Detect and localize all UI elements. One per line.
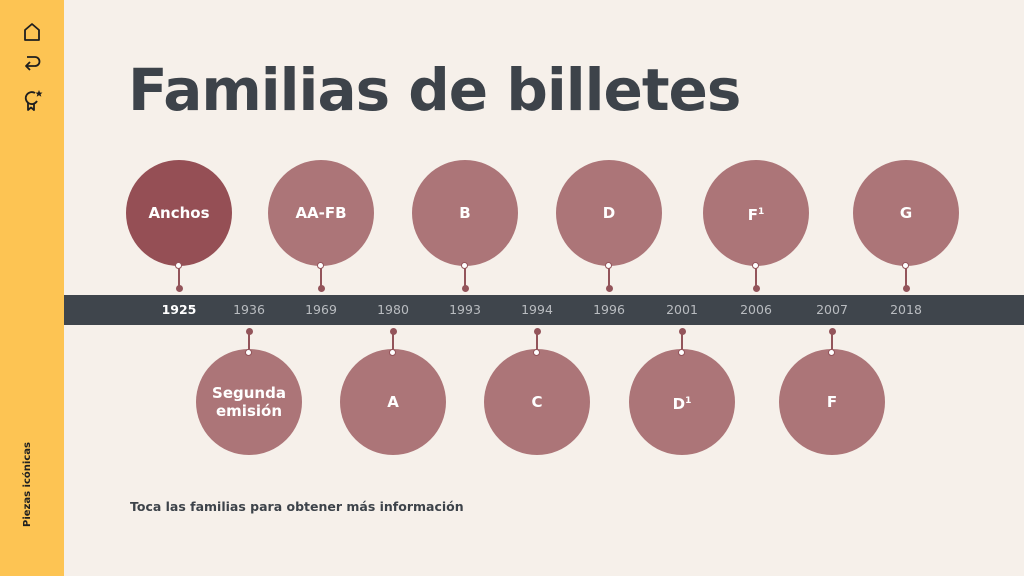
family-node[interactable]: D1 [629,349,735,455]
section-label: Piezas icónicas [22,442,33,527]
connector-dot [752,285,760,292]
connector-line [392,332,394,352]
family-label: F [827,393,837,411]
family-node[interactable]: B [412,160,518,266]
family-label: A [387,393,399,411]
family-label: Segunda emisión [212,384,286,420]
connector-ring [828,349,835,356]
family-node[interactable]: A [340,349,446,455]
back-icon[interactable] [20,52,44,76]
family-label-line: Segunda [212,384,286,402]
timeline-year: 2018 [890,302,922,317]
connector-dot [828,328,836,335]
family-node[interactable]: AA-FB [268,160,374,266]
connector-ring [175,262,182,269]
family-name: C [531,393,543,411]
family-node[interactable]: Anchos [126,160,232,266]
family-superscript: 1 [757,206,765,217]
timeline-bar: 1925 1936 1969 1980 1993 1994 1996 2001 2006 2007… [64,295,1024,325]
connector-dot [245,328,253,335]
family-label: D1 [673,392,692,413]
family-node[interactable]: F1 [703,160,809,266]
family-name: D [672,394,686,413]
family-label: B [459,204,470,222]
family-name: F [747,205,758,224]
connector-ring [317,262,324,269]
timeline-year: 2006 [740,302,772,317]
connector-dot [317,285,325,292]
family-node[interactable]: F [779,349,885,455]
family-node[interactable]: D [556,160,662,266]
family-label-line: emisión [216,402,282,420]
connector-line [831,332,833,352]
timeline-year: 1936 [233,302,265,317]
timeline-year: 2001 [666,302,698,317]
timeline-year: 1993 [449,302,481,317]
connector-ring [245,349,252,356]
timeline-year: 2007 [816,302,848,317]
timeline-year: 1980 [377,302,409,317]
connector-line [248,332,250,352]
connector-ring [902,262,909,269]
connector-line [178,266,180,288]
connector-line [608,266,610,288]
connector-line [755,266,757,288]
family-label: G [900,204,912,222]
family-name: B [459,204,471,222]
family-node[interactable]: Segunda emisión [196,349,302,455]
connector-ring [389,349,396,356]
connector-dot [389,328,397,335]
family-superscript: 1 [685,395,692,406]
connector-line [536,332,538,352]
hint-text: Toca las familias para obtener más infor… [130,499,464,514]
connector-dot [175,285,183,292]
connector-line [905,266,907,288]
connector-ring [461,262,468,269]
family-label: Anchos [148,204,209,222]
connector-line [464,266,466,288]
family-node[interactable]: G [853,160,959,266]
connector-line [681,332,683,352]
family-label: AA-FB [295,204,346,222]
family-label: F1 [748,203,765,224]
family-name: G [899,204,913,222]
timeline-year: 1994 [521,302,553,317]
family-node[interactable]: C [484,349,590,455]
timeline-year: 1969 [305,302,337,317]
timeline-year: 1925 [161,302,197,317]
home-icon[interactable] [20,20,44,44]
connector-dot [678,328,686,335]
sidebar: Piezas icónicas [0,0,64,576]
award-icon[interactable] [20,88,44,112]
connector-line [320,266,322,288]
connector-dot [605,285,613,292]
family-label: C [531,393,542,411]
connector-ring [752,262,759,269]
family-name: Anchos [148,204,210,222]
connector-ring [533,349,540,356]
connector-ring [678,349,685,356]
family-label: D [603,204,615,222]
family-name: AA-FB [295,204,347,222]
timeline-year: 1996 [593,302,625,317]
connector-ring [605,262,612,269]
family-name: A [387,393,399,411]
page-title: Familias de billetes [128,56,741,124]
family-name: F [826,393,838,411]
connector-dot [461,285,469,292]
family-name: D [602,204,616,222]
connector-dot [533,328,541,335]
connector-dot [902,285,910,292]
